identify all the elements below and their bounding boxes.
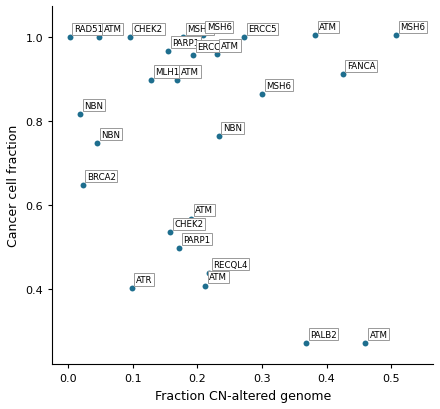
Point (176, 245, 183, 252)
Text: PALB2: PALB2 (310, 330, 337, 339)
Text: ERCC5: ERCC5 (248, 25, 277, 34)
Point (362, 339, 369, 346)
Point (167, 229, 174, 236)
Point (393, 33, 400, 40)
Point (66, 35, 73, 42)
Point (96, 35, 103, 42)
Point (180, 35, 187, 42)
Point (302, 339, 309, 346)
Point (213, 52, 220, 58)
Point (126, 35, 133, 42)
Text: BRCA2: BRCA2 (87, 173, 116, 181)
Point (165, 48, 172, 55)
Point (240, 35, 247, 42)
Point (187, 216, 194, 222)
Point (79, 182, 86, 189)
Text: RECQL4: RECQL4 (213, 260, 248, 269)
Point (173, 78, 180, 84)
Text: NBN: NBN (102, 130, 121, 139)
Text: MSH2: MSH2 (187, 25, 213, 34)
Text: ATM: ATM (103, 25, 121, 34)
Text: ATM: ATM (370, 330, 388, 339)
Text: CHEK2: CHEK2 (134, 25, 163, 34)
Text: ATM: ATM (319, 23, 337, 32)
Point (259, 92, 266, 98)
Point (190, 53, 197, 59)
Text: MLH1: MLH1 (155, 68, 180, 77)
Text: ATM: ATM (221, 42, 239, 51)
X-axis label: Fraction CN-altered genome: Fraction CN-altered genome (154, 389, 331, 402)
Text: FANCA: FANCA (347, 62, 375, 71)
Y-axis label: Cancer cell fraction: Cancer cell fraction (7, 125, 20, 247)
Text: PARP1: PARP1 (183, 235, 211, 244)
Text: ATM: ATM (209, 273, 227, 282)
Text: RAD51C: RAD51C (74, 25, 109, 34)
Point (339, 72, 346, 79)
Text: MSH6: MSH6 (400, 23, 425, 32)
Point (199, 33, 206, 40)
Text: NBN: NBN (223, 124, 242, 133)
Point (94, 140, 101, 147)
Point (205, 270, 213, 276)
Point (215, 134, 222, 140)
Point (77, 111, 84, 118)
Text: ERCC4: ERCC4 (197, 43, 226, 52)
Text: MSH6: MSH6 (266, 82, 291, 91)
Text: CHEK2: CHEK2 (175, 220, 204, 229)
Text: PARP1: PARP1 (172, 38, 200, 47)
Text: ATR: ATR (136, 275, 152, 284)
Text: NBN: NBN (84, 101, 103, 110)
Point (312, 33, 319, 40)
Text: MSH6: MSH6 (207, 23, 232, 32)
Text: ATM: ATM (195, 206, 213, 215)
Point (147, 78, 154, 84)
Text: ATM: ATM (181, 68, 199, 77)
Point (202, 283, 209, 289)
Point (128, 285, 135, 292)
